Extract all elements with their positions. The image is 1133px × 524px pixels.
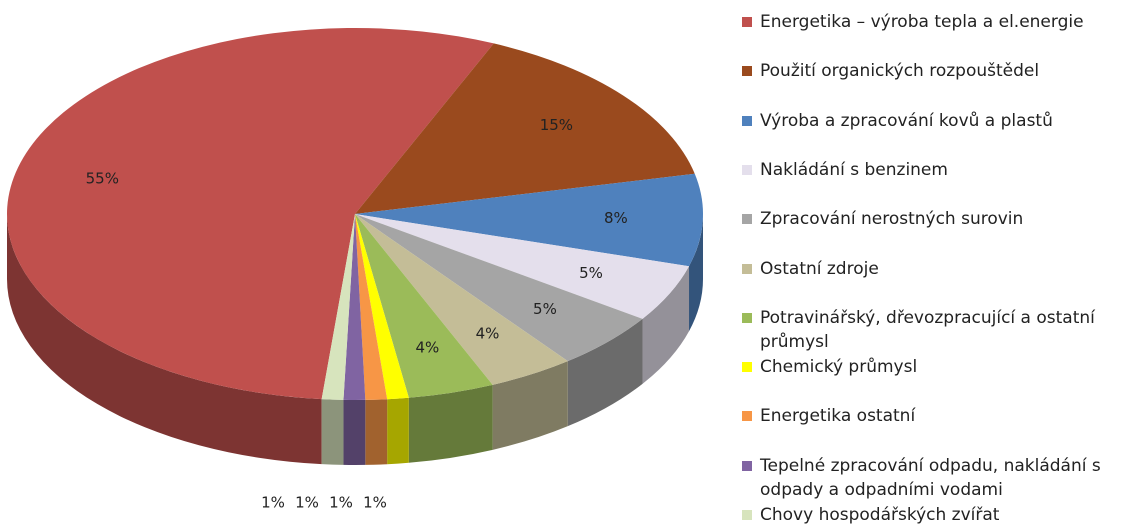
data-label: 5% <box>533 300 557 318</box>
legend-item: Ostatní zdroje <box>740 257 1130 281</box>
legend-swatch <box>742 66 752 77</box>
legend-label: Použití organických rozpouštědel <box>760 61 1040 82</box>
slice-side <box>408 384 493 463</box>
legend-item: Energetika – výroba tepla a el.energie <box>740 10 1130 34</box>
slice <box>7 27 494 400</box>
legend-label: Zpracování nerostných surovin <box>760 209 1024 230</box>
data-label: 1% <box>363 494 387 512</box>
legend-swatch <box>742 17 752 27</box>
slice <box>355 214 493 398</box>
legend-label: Ostatní zdroje <box>760 258 879 279</box>
legend-swatch <box>742 115 752 126</box>
slice <box>355 43 695 215</box>
legend-label: Nakládání s benzinem <box>760 159 948 180</box>
legend-swatch <box>742 510 752 520</box>
legend-item: Tepelné zpracování odpadu, nakládání s o… <box>740 454 1130 502</box>
data-label: 4% <box>476 325 500 343</box>
slice-side <box>365 399 388 465</box>
slice-side <box>689 214 703 332</box>
slice <box>343 214 366 400</box>
legend-item: Zpracování nerostných surovin <box>740 207 1130 231</box>
legend-swatch <box>742 263 752 274</box>
legend-swatch <box>742 362 752 373</box>
slice-side <box>492 361 568 450</box>
data-label: 8% <box>604 209 628 227</box>
slice-side <box>642 266 690 384</box>
pie: 55% 15% 8% 5% 5% 4% 4% 1% 1% 1% 1% <box>7 27 704 512</box>
legend-item: Použití organických rozpouštědel <box>740 59 1130 83</box>
legend-label: Energetika ostatní <box>760 406 916 427</box>
data-label: 4% <box>415 339 439 357</box>
slice-side <box>321 399 344 465</box>
legend-label: Chemický průmysl <box>760 357 918 378</box>
legend-item: Výroba a zpracování kovů a plastů <box>740 109 1130 133</box>
slice <box>355 214 690 319</box>
slice <box>355 173 704 267</box>
slice-side <box>387 397 409 465</box>
slice-side <box>343 399 366 465</box>
legend-item: Nakládání s benzinem <box>740 158 1130 182</box>
legend-label: Výroba a zpracování kovů a plastů <box>760 110 1053 131</box>
legend-item: Chovy hospodářských zvířat <box>740 503 1130 524</box>
legend-swatch <box>742 214 752 225</box>
legend-label: Chovy hospodářských zvířat <box>760 505 1000 524</box>
data-label: 55% <box>86 170 119 188</box>
slice <box>321 214 355 400</box>
slice <box>355 214 388 400</box>
legend-item: Chemický průmysl <box>740 355 1130 379</box>
legend-swatch <box>742 312 752 323</box>
data-label: 5% <box>579 264 603 282</box>
legend-swatch <box>742 411 752 422</box>
data-label: 15% <box>540 116 573 134</box>
slice <box>355 214 568 385</box>
legend-item: Potravinářský, dřevozpracující a ostatní… <box>740 306 1130 354</box>
legend-item: Energetika ostatní <box>740 404 1130 428</box>
slice-side <box>567 318 643 427</box>
data-label: 1% <box>295 494 319 512</box>
data-label: 1% <box>329 494 353 512</box>
legend-swatch <box>742 164 752 175</box>
slice <box>355 214 409 400</box>
legend-label: Potravinářský, dřevozpracující a ostatní… <box>760 307 1095 352</box>
slice <box>355 214 643 362</box>
slice-side <box>7 214 322 465</box>
data-label: 1% <box>261 494 285 512</box>
legend-swatch <box>742 460 752 471</box>
legend-label: Tepelné zpracování odpadu, nakládání s o… <box>760 455 1101 500</box>
legend-label: Energetika – výroba tepla a el.energie <box>760 12 1084 32</box>
